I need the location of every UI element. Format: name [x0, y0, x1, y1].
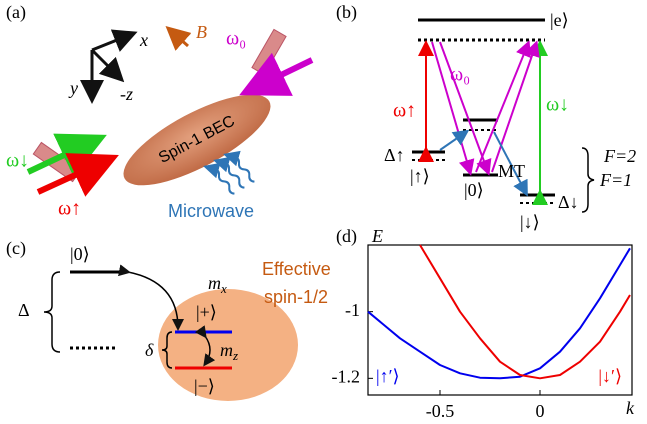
state-label: |↓⟩ — [520, 212, 540, 232]
effective-label: spin-1/2 — [264, 287, 328, 307]
coupling-arrow — [194, 325, 216, 367]
field-label: B — [196, 22, 207, 42]
effective-spin-region — [158, 289, 298, 401]
mt-label: MT — [498, 161, 525, 181]
detuning-label: Δ↑ — [384, 145, 405, 165]
microwave-label: Microwave — [168, 201, 254, 221]
curve — [419, 244, 631, 380]
transition-label: ω↑ — [393, 100, 416, 122]
axis-arrow — [91, 29, 138, 52]
transition-label: ω↓ — [546, 94, 569, 116]
polarizer — [251, 28, 287, 76]
coupling-label: mx — [208, 273, 227, 296]
manifold-label: F=2 — [603, 146, 636, 166]
beam-arrow — [26, 133, 107, 178]
gap-label: Δ — [18, 300, 30, 320]
x-axis-label: k — [626, 398, 635, 418]
panel-label: (d) — [336, 226, 357, 247]
x-tick-label: 0 — [536, 401, 545, 421]
state-label: |+⟩ — [196, 302, 217, 322]
panel-label: (a) — [6, 2, 26, 23]
coupling-label: mz — [220, 340, 238, 363]
coupling-arrow — [117, 264, 184, 331]
brace — [161, 331, 173, 369]
state-label: |−⟩ — [194, 376, 215, 396]
axis-label: y — [68, 78, 78, 98]
state-label: |0⟩ — [464, 180, 484, 200]
coupling-symbol: m — [220, 340, 233, 360]
y-axis-label: E — [371, 226, 383, 246]
beam-label: ω↓ — [6, 150, 29, 172]
transition-label: ω₀ — [450, 64, 470, 86]
curve-label: |↑′⟩ — [376, 366, 400, 386]
transition — [475, 40, 531, 173]
microwave-wave — [223, 150, 255, 183]
plot-frame — [367, 244, 633, 396]
microwave-wave — [213, 156, 245, 189]
brace — [581, 147, 595, 213]
beam-arrow — [36, 153, 119, 197]
gap-label: δ — [145, 340, 154, 360]
coupling-sub: z — [232, 348, 238, 363]
x-tick-label: -0.5 — [426, 401, 455, 421]
transition — [439, 41, 492, 176]
panel-d: (d) E k -1 -1.2 -0.5 0 |↑′⟩ |↓′⟩ — [332, 226, 636, 421]
bec-cloud — [123, 94, 271, 186]
panel-label: (c) — [6, 238, 26, 259]
axis-label: -z — [120, 84, 133, 104]
transition — [491, 40, 540, 173]
panel-label: (b) — [336, 2, 357, 23]
panel-b: (b) |e⟩ ω↑ ω₀ ω↓ F=2 F=1 Δ↑ |↑⟩ |0⟩ MT Δ… — [336, 2, 636, 232]
curve-label: |↓′⟩ — [598, 366, 622, 386]
beam-label: ω↑ — [58, 198, 81, 220]
curve — [367, 247, 631, 380]
beam-label: ω₀ — [226, 28, 246, 50]
effective-label: Effective — [262, 259, 331, 279]
mt-transition — [439, 129, 470, 151]
mt-transition — [493, 131, 528, 197]
panel-c: (c) |0⟩ Δ mx Effective spin-1/2 |+⟩ δ mz… — [6, 238, 331, 401]
panel-a: (a) x y -z B Spin-1 BEC ω₀ ω↓ ω↑ Microwa… — [6, 2, 314, 221]
detuning-label: Δ↓ — [558, 192, 579, 212]
coupling-sub: x — [220, 281, 227, 296]
coupling-symbol: m — [208, 273, 221, 293]
state-label: |0⟩ — [70, 244, 90, 264]
microwave-wave — [203, 162, 235, 195]
y-tick-label: -1.2 — [332, 366, 361, 386]
manifold-label: F=1 — [599, 170, 632, 190]
y-tick-label: -1 — [345, 300, 360, 320]
state-label: |e⟩ — [550, 10, 569, 30]
axis-arrow — [90, 48, 125, 83]
transition — [431, 41, 475, 176]
field-arrow — [165, 26, 192, 51]
brace — [43, 271, 61, 353]
beam-arrow — [239, 52, 314, 96]
state-label: |↑⟩ — [410, 166, 430, 186]
axis-label: x — [139, 30, 148, 50]
